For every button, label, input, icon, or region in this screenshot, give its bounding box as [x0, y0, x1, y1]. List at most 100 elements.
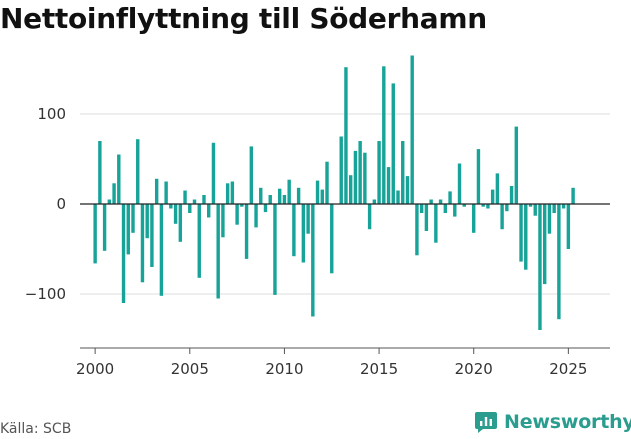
brand-logo: Newsworthy — [474, 408, 631, 436]
bar — [131, 204, 135, 233]
bar — [320, 189, 324, 204]
bar — [277, 188, 282, 204]
bar — [415, 204, 419, 256]
bar — [311, 204, 315, 317]
bar — [211, 142, 216, 204]
x-tick-label: 2000 — [76, 360, 114, 378]
bar — [386, 167, 391, 204]
bar — [348, 175, 353, 204]
bar — [140, 204, 145, 283]
bar-layer — [93, 55, 575, 330]
bar — [192, 199, 197, 204]
bar — [98, 141, 102, 204]
bar — [509, 186, 514, 204]
bar — [178, 204, 183, 242]
x-tick-label: 2005 — [171, 360, 209, 378]
brand-name: Newsworthy — [504, 411, 631, 433]
bar — [282, 195, 287, 204]
bar — [538, 204, 542, 330]
bar — [524, 204, 528, 270]
bar — [102, 204, 107, 251]
bar — [159, 204, 164, 296]
bar — [263, 204, 268, 213]
bar — [173, 204, 178, 224]
y-tick-label: −100 — [25, 285, 66, 303]
bar — [188, 204, 192, 213]
bar — [486, 204, 490, 209]
bar — [344, 67, 348, 204]
y-tick-label: 100 — [37, 105, 66, 123]
bar — [363, 152, 367, 204]
bar — [448, 191, 452, 204]
bar — [410, 55, 414, 204]
bar — [207, 204, 211, 218]
bar — [505, 204, 509, 212]
bar — [472, 204, 476, 233]
bar — [202, 195, 206, 204]
bar — [500, 204, 504, 230]
bar — [453, 204, 457, 217]
bar — [339, 136, 343, 204]
bar — [254, 204, 258, 228]
bar — [136, 139, 140, 204]
page-title: Nettoinflyttning till Söderhamn — [0, 2, 487, 35]
bar — [358, 141, 362, 204]
bar — [240, 204, 244, 207]
bar — [571, 187, 575, 204]
bar — [542, 204, 547, 285]
bar — [93, 204, 97, 264]
bar — [514, 126, 519, 204]
bar — [126, 204, 130, 255]
bar — [301, 204, 306, 263]
x-tick-label: 2020 — [455, 360, 493, 378]
bar — [457, 163, 462, 204]
bar — [372, 199, 377, 204]
bar — [429, 199, 433, 204]
bar — [221, 204, 225, 238]
bar — [382, 66, 386, 204]
bar — [557, 204, 561, 320]
bar — [434, 204, 438, 243]
bar — [481, 204, 485, 207]
x-tick-label: 2015 — [360, 360, 398, 378]
bar — [396, 190, 400, 204]
bar — [249, 146, 254, 204]
bar — [259, 187, 263, 204]
bar — [547, 204, 552, 234]
bar — [164, 181, 168, 204]
source-label: Källa: SCB — [0, 421, 72, 437]
bar — [405, 176, 410, 204]
bar — [197, 204, 201, 278]
bar — [462, 204, 466, 207]
bar — [566, 204, 571, 249]
bar — [292, 204, 296, 257]
bar — [367, 204, 372, 230]
bar — [112, 183, 116, 204]
bar — [552, 204, 556, 213]
newsworthy-logo-icon — [475, 412, 497, 433]
bar — [235, 204, 239, 225]
bar — [476, 149, 481, 204]
bar — [424, 204, 429, 231]
bar — [225, 183, 230, 204]
bar — [183, 190, 187, 204]
bar — [377, 141, 381, 204]
bar — [145, 204, 149, 239]
bar — [121, 204, 126, 303]
bar — [391, 83, 395, 204]
y-tick-label: 0 — [56, 195, 66, 213]
bar — [330, 204, 334, 274]
bar — [169, 204, 173, 209]
bar — [353, 150, 358, 204]
bar — [533, 204, 537, 216]
bar — [495, 173, 500, 204]
bar — [107, 199, 112, 204]
bar — [419, 204, 424, 213]
bar — [154, 178, 159, 204]
bar — [306, 204, 310, 234]
x-tick-label: 2025 — [549, 360, 587, 378]
bar — [401, 141, 405, 204]
bar — [296, 187, 301, 204]
bar — [216, 204, 220, 299]
